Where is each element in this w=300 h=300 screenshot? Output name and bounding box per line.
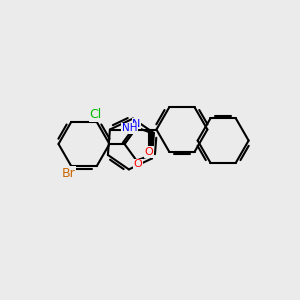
Text: O: O — [145, 147, 153, 157]
Text: N: N — [132, 119, 141, 129]
Text: Br: Br — [61, 167, 75, 180]
Text: O: O — [134, 159, 142, 169]
Text: Cl: Cl — [89, 108, 101, 121]
Text: NH: NH — [122, 123, 137, 133]
